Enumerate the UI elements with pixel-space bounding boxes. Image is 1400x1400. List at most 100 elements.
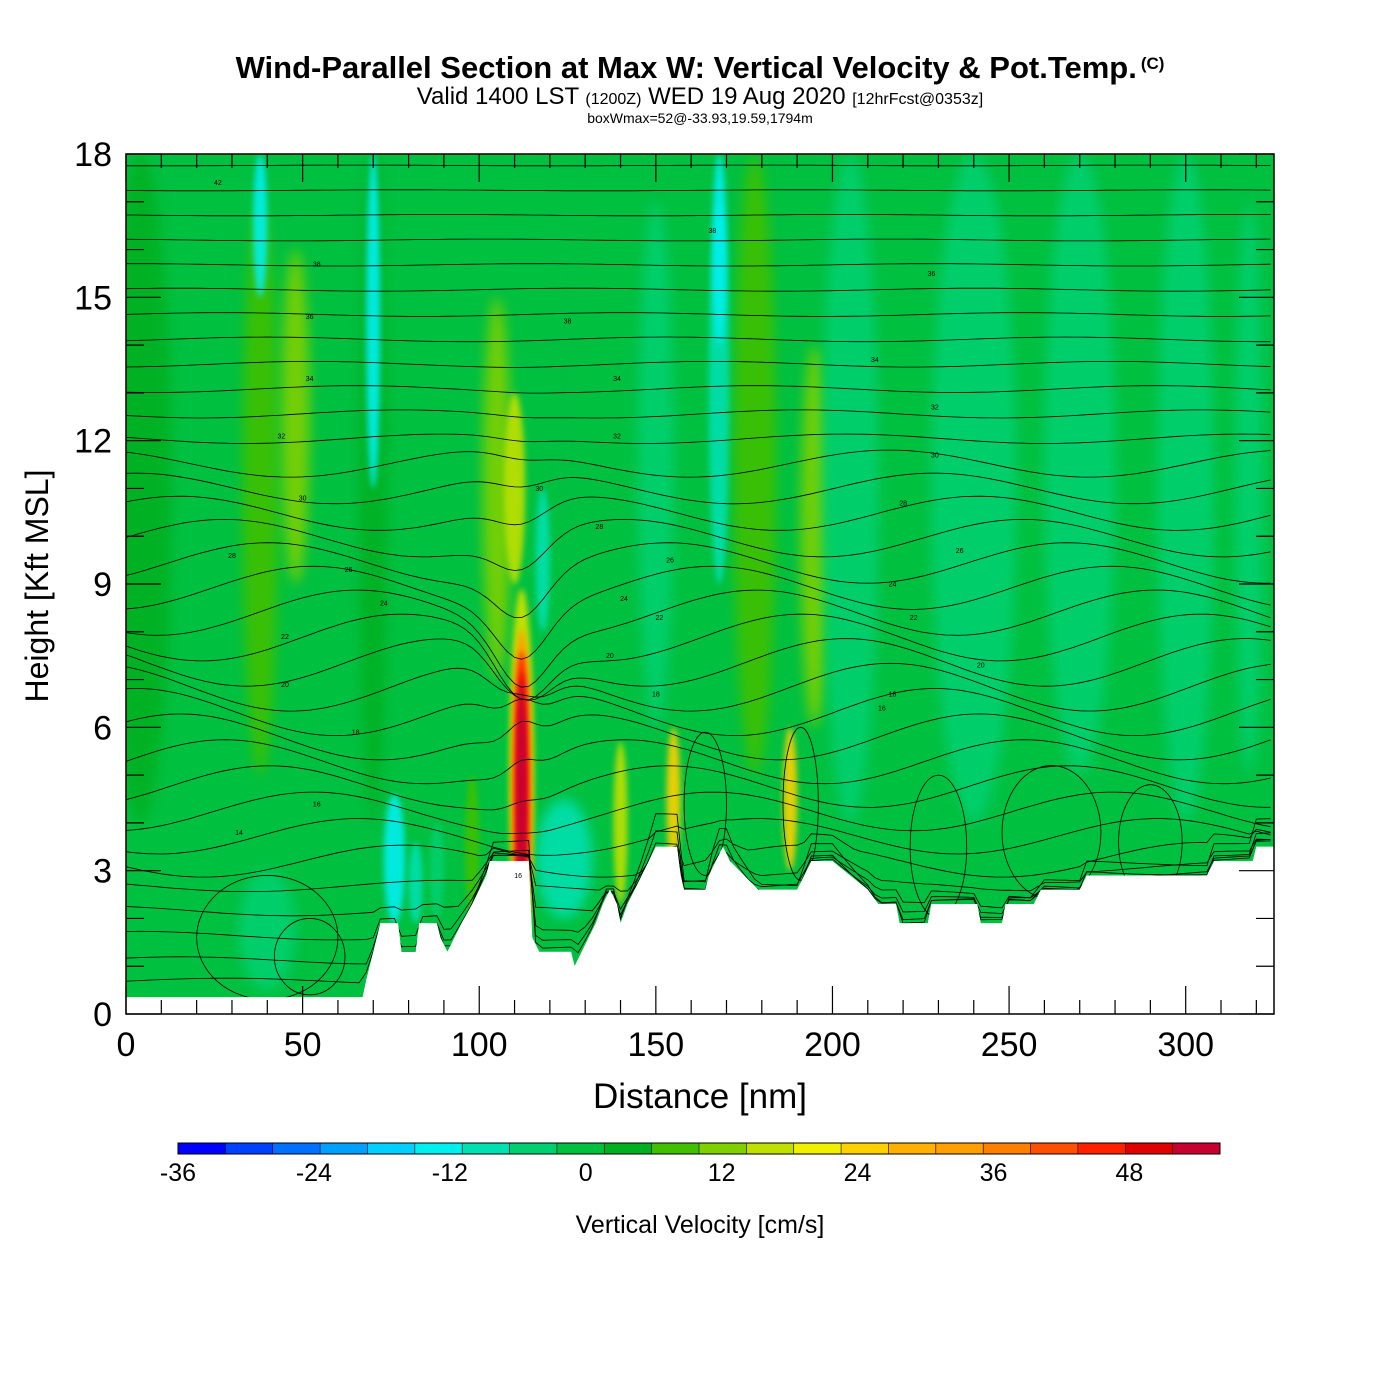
valid-date: WED 19 Aug 2020 — [648, 83, 846, 110]
isentrope-label-14: 38 — [708, 228, 716, 235]
colorbar-swatch-18 — [1030, 1143, 1079, 1154]
isentrope-line-13 — [126, 638, 1271, 701]
x-tick-label-50: 50 — [284, 1026, 322, 1064]
isentrope-label-9: 22 — [281, 634, 289, 641]
box-wmax-label: boxWmax=52@-33.93,19.59,1794m — [587, 110, 813, 126]
isentrope-line-14 — [126, 613, 1271, 701]
colorbar-tick-12: 12 — [708, 1159, 736, 1187]
colorbar-tick-24: 24 — [844, 1159, 872, 1187]
isentrope-line-32 — [126, 189, 1271, 192]
colorbar-tick-48: 48 — [1115, 1159, 1143, 1187]
isentrope-line-6 — [126, 818, 1271, 856]
colorbar-swatch-11 — [699, 1143, 747, 1154]
isentrope-label-25: 36 — [927, 271, 935, 278]
velocity-streak-17 — [253, 154, 268, 298]
isentrope-label-20: 26 — [666, 558, 674, 565]
isentrope-label-33: 20 — [977, 663, 985, 670]
isentrope-line-12 — [126, 662, 1271, 712]
isentrope-line-4 — [126, 838, 1271, 892]
isentrope-line-23 — [126, 409, 1271, 419]
colorbar-tick--12: -12 — [432, 1159, 468, 1187]
velocity-streak-30 — [239, 870, 296, 991]
velocity-streak-18 — [712, 154, 727, 346]
isentrope-label-24: 18 — [652, 691, 660, 698]
isentrope-label-10: 20 — [281, 682, 289, 689]
velocity-streak-23 — [465, 775, 480, 919]
isentrope-label-4: 32 — [278, 433, 286, 440]
y-tick-label-6: 6 — [93, 709, 112, 747]
chart-title: Wind-Parallel Section at Max W: Vertical… — [0, 52, 1400, 83]
isentrope-label-17: 32 — [613, 433, 621, 440]
isentrope-line-16 — [126, 565, 1271, 660]
isentrope-line-22 — [126, 433, 1271, 444]
isentrope-labels: 42 38 36 34 32 30 28 26 24 22 20 18 16 14 38 38 34 32 30 28… — [214, 180, 985, 880]
velocity-streak-20 — [383, 794, 406, 924]
colorbar-swatch-9 — [604, 1143, 653, 1154]
colorbar-swatch-17 — [983, 1143, 1032, 1154]
colorbar-swatch-8 — [556, 1143, 605, 1154]
colorbar-label: Vertical Velocity [cm/s] — [576, 1211, 825, 1239]
x-tick-label-100: 100 — [451, 1026, 508, 1064]
isentrope-line-10 — [126, 713, 1271, 761]
isentrope-label-6: 28 — [228, 553, 236, 560]
y-tick-label-15: 15 — [74, 279, 112, 317]
x-tick-label-0: 0 — [117, 1026, 136, 1064]
isentrope-line-0 — [126, 813, 1271, 984]
velocity-streak-2 — [281, 249, 310, 584]
isentrope-lines — [126, 140, 1271, 998]
isentrope-line-18 — [126, 518, 1271, 571]
isentrope-label-21: 24 — [620, 596, 628, 603]
isentrope-label-32: 22 — [910, 615, 918, 622]
velocity-streak-7 — [638, 201, 674, 728]
colorbar-tick-0: 0 — [579, 1159, 593, 1187]
colorbar-swatch-20 — [1125, 1143, 1174, 1154]
isentrope-label-28: 30 — [931, 453, 939, 460]
closed-contour-5 — [683, 731, 727, 876]
isentrope-label-1: 38 — [313, 261, 321, 268]
y-tick-label-3: 3 — [93, 853, 112, 891]
isentrope-label-26: 34 — [871, 357, 879, 364]
isentrope-label-3: 34 — [306, 376, 314, 383]
x-axis: 0 50 100 150 200 250 300 — [117, 154, 1257, 1064]
isentrope-label-11: 18 — [352, 730, 360, 737]
velocity-streak-1 — [242, 201, 278, 776]
velocity-streak-10 — [800, 345, 829, 728]
isentrope-line-17 — [126, 542, 1271, 618]
copyright-mark: (C) — [1140, 54, 1165, 73]
colorbar-tick--24: -24 — [296, 1159, 332, 1187]
chart-title-text: Wind-Parallel Section at Max W: Vertical… — [235, 50, 1137, 85]
colorbar-swatch-6 — [462, 1143, 511, 1154]
isentrope-line-26 — [126, 336, 1271, 343]
isentrope-label-35: 16 — [878, 706, 886, 713]
velocity-streak-16 — [366, 154, 381, 489]
isentrope-line-15 — [126, 589, 1271, 688]
isentrope-label-8: 24 — [380, 601, 388, 608]
closed-contour-0 — [196, 875, 339, 998]
x-axis-label: Distance [nm] — [593, 1077, 807, 1116]
isentrope-label-29: 28 — [899, 500, 907, 507]
isentrope-line-25 — [126, 361, 1271, 368]
y-tick-label-9: 9 — [93, 566, 112, 604]
velocity-streak-12 — [931, 154, 1017, 823]
isentrope-label-18: 30 — [535, 486, 543, 493]
colorbar-swatch-4 — [367, 1143, 416, 1154]
colorbar-swatch-14 — [841, 1143, 889, 1154]
isentrope-label-5: 30 — [299, 496, 307, 503]
isentrope-line-9 — [126, 739, 1271, 785]
terrain — [126, 846, 1274, 1014]
velocity-streak-28 — [917, 775, 960, 919]
isentrope-line-34 — [126, 140, 1271, 141]
isentrope-label-31: 24 — [889, 582, 897, 589]
velocity-streak-19 — [535, 488, 550, 632]
isentrope-line-11 — [126, 688, 1271, 737]
colorbar-swatch-16 — [935, 1143, 984, 1154]
isentrope-label-7: 26 — [345, 567, 353, 574]
velocity-streak-14 — [1157, 154, 1214, 823]
isentrope-label-2: 36 — [306, 314, 314, 321]
isentrope-line-7 — [126, 791, 1271, 835]
updraft-core-4 — [518, 708, 525, 881]
colorbar-swatch-0 — [178, 1143, 226, 1154]
x-tick-label-150: 150 — [627, 1026, 684, 1064]
x-tick-label-250: 250 — [981, 1026, 1038, 1064]
